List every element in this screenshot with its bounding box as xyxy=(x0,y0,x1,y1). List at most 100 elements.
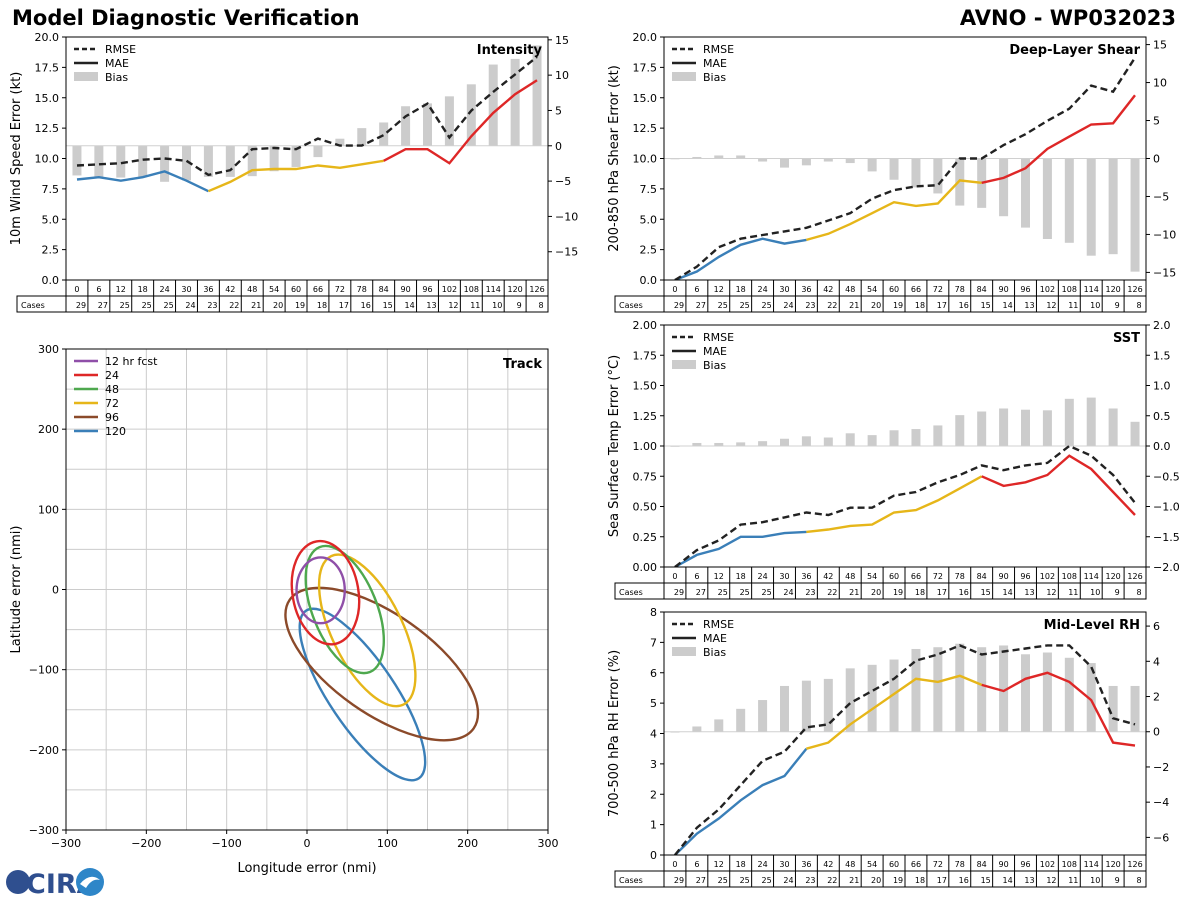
forecast-hour: 120 xyxy=(1105,285,1120,294)
bias-bar xyxy=(1064,398,1074,446)
bias-bar xyxy=(801,158,811,166)
forecast-hour: 36 xyxy=(801,860,811,869)
case-count: 23 xyxy=(805,588,815,597)
y-tick-label: 5 xyxy=(650,697,657,710)
cases-label: Cases xyxy=(619,588,643,597)
forecast-hour: 126 xyxy=(529,285,544,294)
bias-bar xyxy=(692,726,702,732)
bias-bar xyxy=(1042,652,1052,732)
bias-tick-label: 0.5 xyxy=(1153,410,1171,423)
bias-bar xyxy=(379,122,389,146)
bias-bar xyxy=(1064,657,1074,732)
legend-bias-swatch xyxy=(672,360,696,369)
forecast-hour: 66 xyxy=(313,285,323,294)
forecast-hour: 12 xyxy=(714,285,724,294)
bias-bar xyxy=(823,158,833,162)
forecast-hour: 78 xyxy=(955,860,965,869)
bias-bar xyxy=(1021,654,1030,732)
forecast-hour: 84 xyxy=(977,860,987,869)
case-count: 14 xyxy=(1002,588,1012,597)
x-tick-label: 200 xyxy=(457,837,478,850)
bias-bar xyxy=(138,145,148,177)
bias-bar xyxy=(801,436,811,446)
bias-bar xyxy=(714,442,724,446)
forecast-hour: 24 xyxy=(159,285,169,294)
forecast-hour: 66 xyxy=(911,572,921,581)
legend-label: MAE xyxy=(703,632,727,645)
forecast-hour: 66 xyxy=(911,285,921,294)
y-tick-label: 20.0 xyxy=(633,31,658,44)
bias-bar xyxy=(1130,421,1140,446)
y-tick-label: 200 xyxy=(38,423,59,436)
forecast-hour: 0 xyxy=(672,860,677,869)
bias-bar xyxy=(933,158,943,194)
case-count: 29 xyxy=(674,588,684,597)
rmse-line xyxy=(674,644,1136,856)
bias-bar xyxy=(692,156,702,159)
sst-panel: 0.000.250.500.751.001.251.501.752.00−2.0… xyxy=(607,319,1180,600)
bias-bar xyxy=(933,647,943,732)
mae-line-segment xyxy=(981,94,1136,184)
y-tick-label: 20.0 xyxy=(35,31,60,44)
case-count: 24 xyxy=(783,301,793,310)
bias-tick-label: 1.5 xyxy=(1153,349,1171,362)
case-count: 16 xyxy=(959,588,969,597)
case-count: 20 xyxy=(871,301,881,310)
case-count: 25 xyxy=(761,301,771,310)
model-storm-id: AVNO - WP032023 xyxy=(959,6,1176,30)
bias-tick-label: −1.0 xyxy=(1153,501,1180,514)
plot-frame xyxy=(663,611,1147,856)
case-count: 11 xyxy=(1068,301,1078,310)
mae-line-segment xyxy=(806,475,983,534)
bias-tick-label: 0.0 xyxy=(1153,440,1171,453)
bias-bar xyxy=(423,103,432,146)
forecast-hour: 0 xyxy=(672,572,677,581)
cases-row xyxy=(614,582,1147,600)
bias-tick-label: 5 xyxy=(555,104,562,117)
forecast-hour: 84 xyxy=(379,285,389,294)
rmse-line xyxy=(674,444,1136,568)
legend-label: 12 hr fcst xyxy=(105,355,158,368)
forecast-hour: 54 xyxy=(867,285,877,294)
case-count: 10 xyxy=(1090,876,1100,885)
y-tick-label: 17.5 xyxy=(633,61,658,74)
forecast-hour: 126 xyxy=(1127,860,1142,869)
case-count: 18 xyxy=(915,301,925,310)
mae-line-segment xyxy=(674,747,808,856)
y-tick-label: 0.25 xyxy=(633,531,658,544)
forecast-hour: 78 xyxy=(955,572,965,581)
forecast-hour: 36 xyxy=(801,572,811,581)
forecast-hour: 90 xyxy=(400,285,410,294)
y-tick-label: 0 xyxy=(52,584,59,597)
case-count: 25 xyxy=(761,876,771,885)
forecast-hour: 12 xyxy=(116,285,126,294)
forecast-hour: 90 xyxy=(998,860,1008,869)
mae-line-segment xyxy=(806,179,982,242)
bias-bar xyxy=(955,643,965,732)
case-count: 15 xyxy=(981,301,991,310)
bias-bar xyxy=(1086,663,1096,732)
y-tick-label: 0.0 xyxy=(640,274,658,287)
cases-row xyxy=(614,870,1147,888)
mae-line-segment xyxy=(981,671,1136,747)
forecast-hour: 6 xyxy=(694,572,699,581)
y-tick-label: 0.75 xyxy=(633,470,658,483)
y-tick-label: 1.50 xyxy=(633,380,658,393)
forecast-hour: 42 xyxy=(225,285,235,294)
case-count: 24 xyxy=(783,876,793,885)
forecast-hour: 102 xyxy=(442,285,457,294)
forecast-hour: 0 xyxy=(74,285,79,294)
mae-line-segment xyxy=(981,454,1136,516)
y-tick-label: 2 xyxy=(650,788,657,801)
bias-bar xyxy=(401,106,411,146)
y-tick-label: 2.5 xyxy=(42,244,60,257)
y-tick-label: 1 xyxy=(650,819,657,832)
y-axis-label: Latitude error (nmi) xyxy=(9,526,24,654)
bias-bar xyxy=(313,145,323,158)
bias-tick-label: 1.0 xyxy=(1153,380,1171,393)
case-count: 17 xyxy=(339,301,349,310)
mae-line-segment xyxy=(76,170,209,193)
case-count: 16 xyxy=(361,301,371,310)
legend-label: 48 xyxy=(105,383,119,396)
forecast-hour: 48 xyxy=(247,285,257,294)
